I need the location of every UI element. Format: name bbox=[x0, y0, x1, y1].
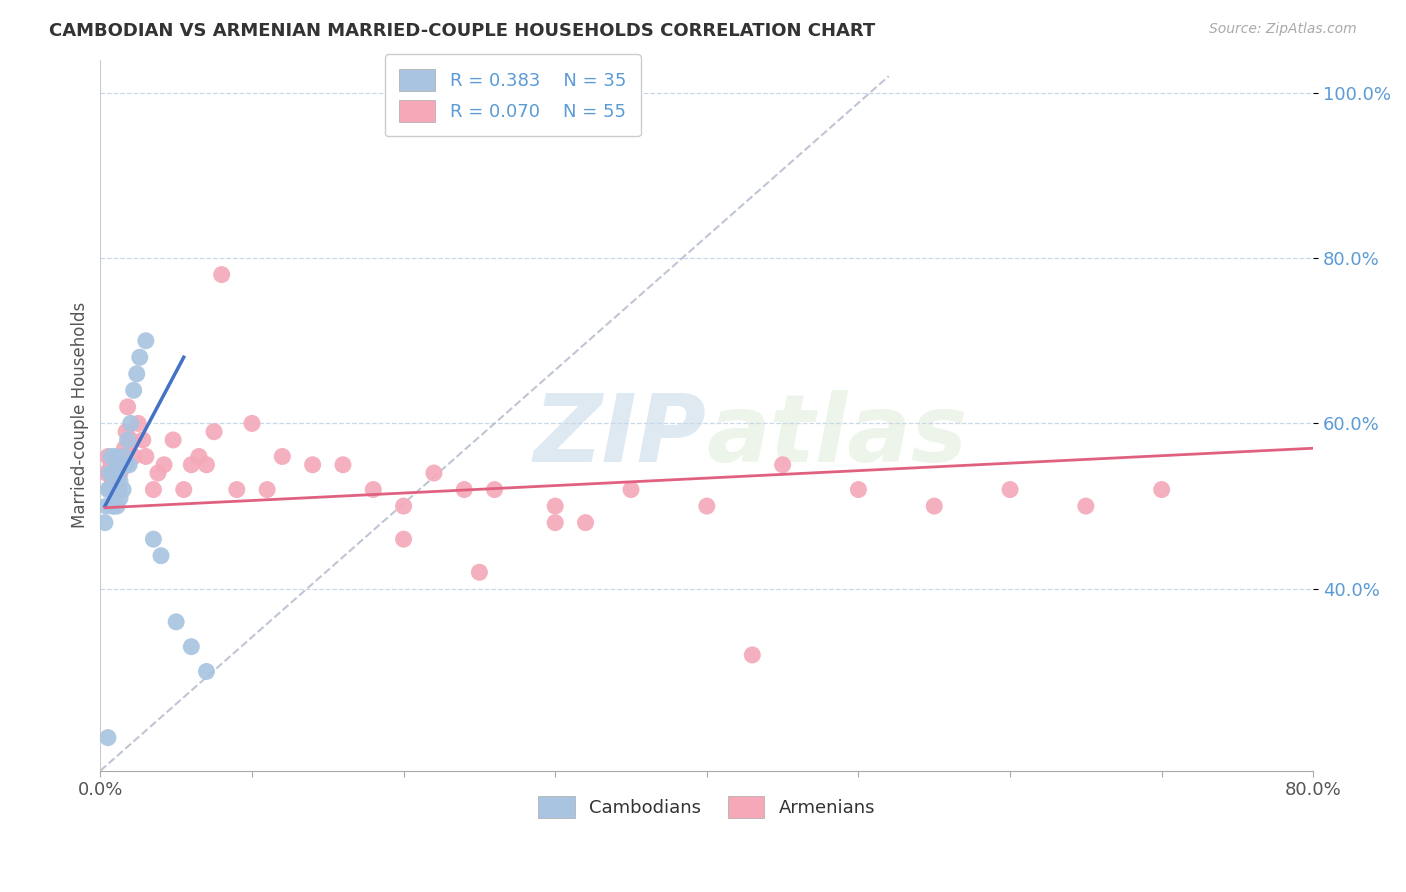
Point bbox=[187, 450, 209, 464]
Point bbox=[100, 450, 122, 464]
Point bbox=[115, 458, 138, 472]
Point bbox=[101, 499, 124, 513]
Point bbox=[114, 450, 136, 464]
Point bbox=[332, 458, 354, 472]
Point bbox=[110, 450, 132, 464]
Point bbox=[146, 466, 169, 480]
Point bbox=[104, 458, 127, 472]
Point bbox=[153, 458, 176, 472]
Point bbox=[98, 466, 121, 480]
Point bbox=[620, 483, 643, 497]
Point bbox=[108, 475, 131, 489]
Point bbox=[301, 458, 323, 472]
Point bbox=[848, 483, 870, 497]
Point bbox=[741, 648, 763, 662]
Point bbox=[117, 400, 139, 414]
Point bbox=[117, 433, 139, 447]
Point bbox=[105, 475, 128, 489]
Text: ZIP: ZIP bbox=[534, 391, 707, 483]
Point bbox=[1074, 499, 1097, 513]
Point bbox=[195, 458, 218, 472]
Point bbox=[100, 458, 122, 472]
Point bbox=[135, 334, 157, 348]
Point bbox=[100, 483, 122, 497]
Point bbox=[101, 475, 124, 489]
Point bbox=[120, 417, 142, 431]
Point bbox=[96, 499, 118, 513]
Point bbox=[96, 466, 118, 480]
Point bbox=[122, 450, 145, 464]
Point bbox=[162, 433, 184, 447]
Point bbox=[110, 458, 132, 472]
Point bbox=[240, 417, 263, 431]
Point bbox=[103, 483, 125, 497]
Point bbox=[165, 615, 187, 629]
Point bbox=[423, 466, 446, 480]
Point bbox=[922, 499, 945, 513]
Point bbox=[142, 483, 165, 497]
Point bbox=[361, 483, 384, 497]
Point bbox=[112, 458, 135, 472]
Point bbox=[392, 499, 415, 513]
Point bbox=[173, 483, 195, 497]
Point bbox=[105, 499, 128, 513]
Point bbox=[120, 433, 142, 447]
Point bbox=[112, 483, 135, 497]
Text: atlas: atlas bbox=[707, 391, 969, 483]
Point bbox=[484, 483, 506, 497]
Point bbox=[108, 491, 131, 505]
Point bbox=[772, 458, 794, 472]
Point bbox=[574, 516, 596, 530]
Point bbox=[392, 532, 415, 546]
Point bbox=[97, 450, 120, 464]
Point bbox=[107, 483, 129, 497]
Point bbox=[132, 433, 155, 447]
Point bbox=[998, 483, 1021, 497]
Point bbox=[98, 483, 121, 497]
Point bbox=[142, 532, 165, 546]
Point bbox=[105, 466, 128, 480]
Point bbox=[103, 483, 125, 497]
Point bbox=[195, 665, 218, 679]
Point bbox=[180, 458, 202, 472]
Point bbox=[108, 466, 131, 480]
Point bbox=[128, 351, 150, 365]
Point bbox=[107, 483, 129, 497]
Point bbox=[118, 458, 141, 472]
Point bbox=[453, 483, 475, 497]
Point bbox=[271, 450, 294, 464]
Point bbox=[211, 268, 233, 282]
Point bbox=[97, 731, 120, 745]
Point bbox=[544, 516, 567, 530]
Point bbox=[1150, 483, 1173, 497]
Point bbox=[103, 499, 125, 513]
Point bbox=[225, 483, 247, 497]
Point bbox=[202, 425, 225, 439]
Point bbox=[104, 450, 127, 464]
Point bbox=[150, 549, 173, 563]
Point bbox=[114, 441, 136, 455]
Point bbox=[122, 384, 145, 398]
Point bbox=[544, 499, 567, 513]
Point bbox=[107, 466, 129, 480]
Point bbox=[115, 425, 138, 439]
Point bbox=[127, 417, 149, 431]
Point bbox=[125, 367, 148, 381]
Point bbox=[696, 499, 718, 513]
Text: CAMBODIAN VS ARMENIAN MARRIED-COUPLE HOUSEHOLDS CORRELATION CHART: CAMBODIAN VS ARMENIAN MARRIED-COUPLE HOU… bbox=[49, 22, 876, 40]
Legend: Cambodians, Armenians: Cambodians, Armenians bbox=[531, 789, 883, 826]
Point bbox=[180, 640, 202, 654]
Point bbox=[104, 483, 127, 497]
Text: Source: ZipAtlas.com: Source: ZipAtlas.com bbox=[1209, 22, 1357, 37]
Point bbox=[256, 483, 278, 497]
Point bbox=[101, 466, 124, 480]
Point bbox=[97, 483, 120, 497]
Point bbox=[135, 450, 157, 464]
Point bbox=[94, 516, 117, 530]
Point bbox=[468, 566, 491, 580]
Y-axis label: Married-couple Households: Married-couple Households bbox=[72, 302, 89, 528]
